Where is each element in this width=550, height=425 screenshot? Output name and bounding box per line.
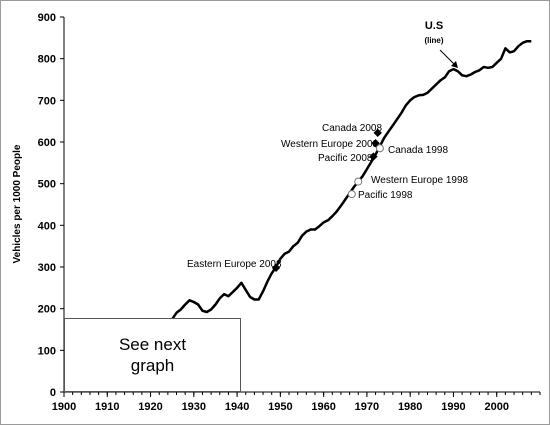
marker-filled-diamond xyxy=(271,263,281,273)
us-series-line xyxy=(171,39,532,320)
x-tick-label: 1980 xyxy=(398,401,422,413)
x-tick-label: 1910 xyxy=(95,401,119,413)
y-tick-label: 400 xyxy=(38,220,56,232)
annotation-label: Western Europe 2008 xyxy=(281,139,379,150)
us-arrow-head xyxy=(451,61,458,68)
marker-filled-diamond xyxy=(371,139,380,148)
annotation-label: Canada 1998 xyxy=(388,145,448,156)
marker-open-circle xyxy=(347,190,356,199)
y-tick-label: 500 xyxy=(38,179,56,191)
chart-series xyxy=(171,39,532,320)
us-line-label: U.S xyxy=(425,20,443,32)
y-tick-label: 200 xyxy=(38,304,56,316)
y-tick-label: 700 xyxy=(38,95,56,107)
marker-open-circle xyxy=(354,177,363,186)
marker-filled-diamond xyxy=(369,152,378,161)
x-tick-label: 1940 xyxy=(225,401,249,413)
x-tick-label: 1920 xyxy=(138,401,162,413)
annotation-label: Eastern Europe 2008 xyxy=(187,259,282,270)
y-axis-ticks: 0 100 200 300 400 500 600 700 800 900 xyxy=(38,12,64,399)
marker-open-circle xyxy=(375,144,384,153)
x-tick-label: 1970 xyxy=(355,401,379,413)
x-tick-label: 1990 xyxy=(441,401,465,413)
x-tick-label: 1930 xyxy=(182,401,206,413)
y-axis-label: Vehicles per 1000 People xyxy=(12,144,23,263)
annotation-label: Western Europe 1998 xyxy=(371,175,469,186)
y-tick-label: 800 xyxy=(38,54,56,66)
y-tick-label: 900 xyxy=(38,12,56,24)
y-tick-label: 300 xyxy=(38,262,56,274)
x-tick-label: 1950 xyxy=(268,401,292,413)
annotation-label: Canada 2008 xyxy=(322,123,382,134)
y-tick-label: 100 xyxy=(38,345,56,357)
y-tick-label: 600 xyxy=(38,137,56,149)
see-next-graph-box: See next graph xyxy=(64,318,241,392)
annotation-label: Pacific 1998 xyxy=(358,190,413,201)
annotation-label: Pacific 2008 xyxy=(318,153,373,164)
see-next-graph-label: See next graph xyxy=(118,335,187,375)
x-tick-label: 1960 xyxy=(311,401,335,413)
x-tick-label: 2000 xyxy=(484,401,508,413)
chart-annotations: U.S (line) Canada 2008 Western Europe 2008 C… xyxy=(187,20,469,273)
x-tick-label: 1900 xyxy=(52,401,76,413)
y-tick-label: 0 xyxy=(50,387,56,399)
x-axis-ticks: 1900 1910 1920 1930 1940 1950 1960 1970 1980 1990… xyxy=(52,392,541,413)
marker-filled-diamond xyxy=(373,128,382,138)
us-arrow-line xyxy=(439,49,456,66)
us-line-sublabel: (line) xyxy=(424,36,443,45)
